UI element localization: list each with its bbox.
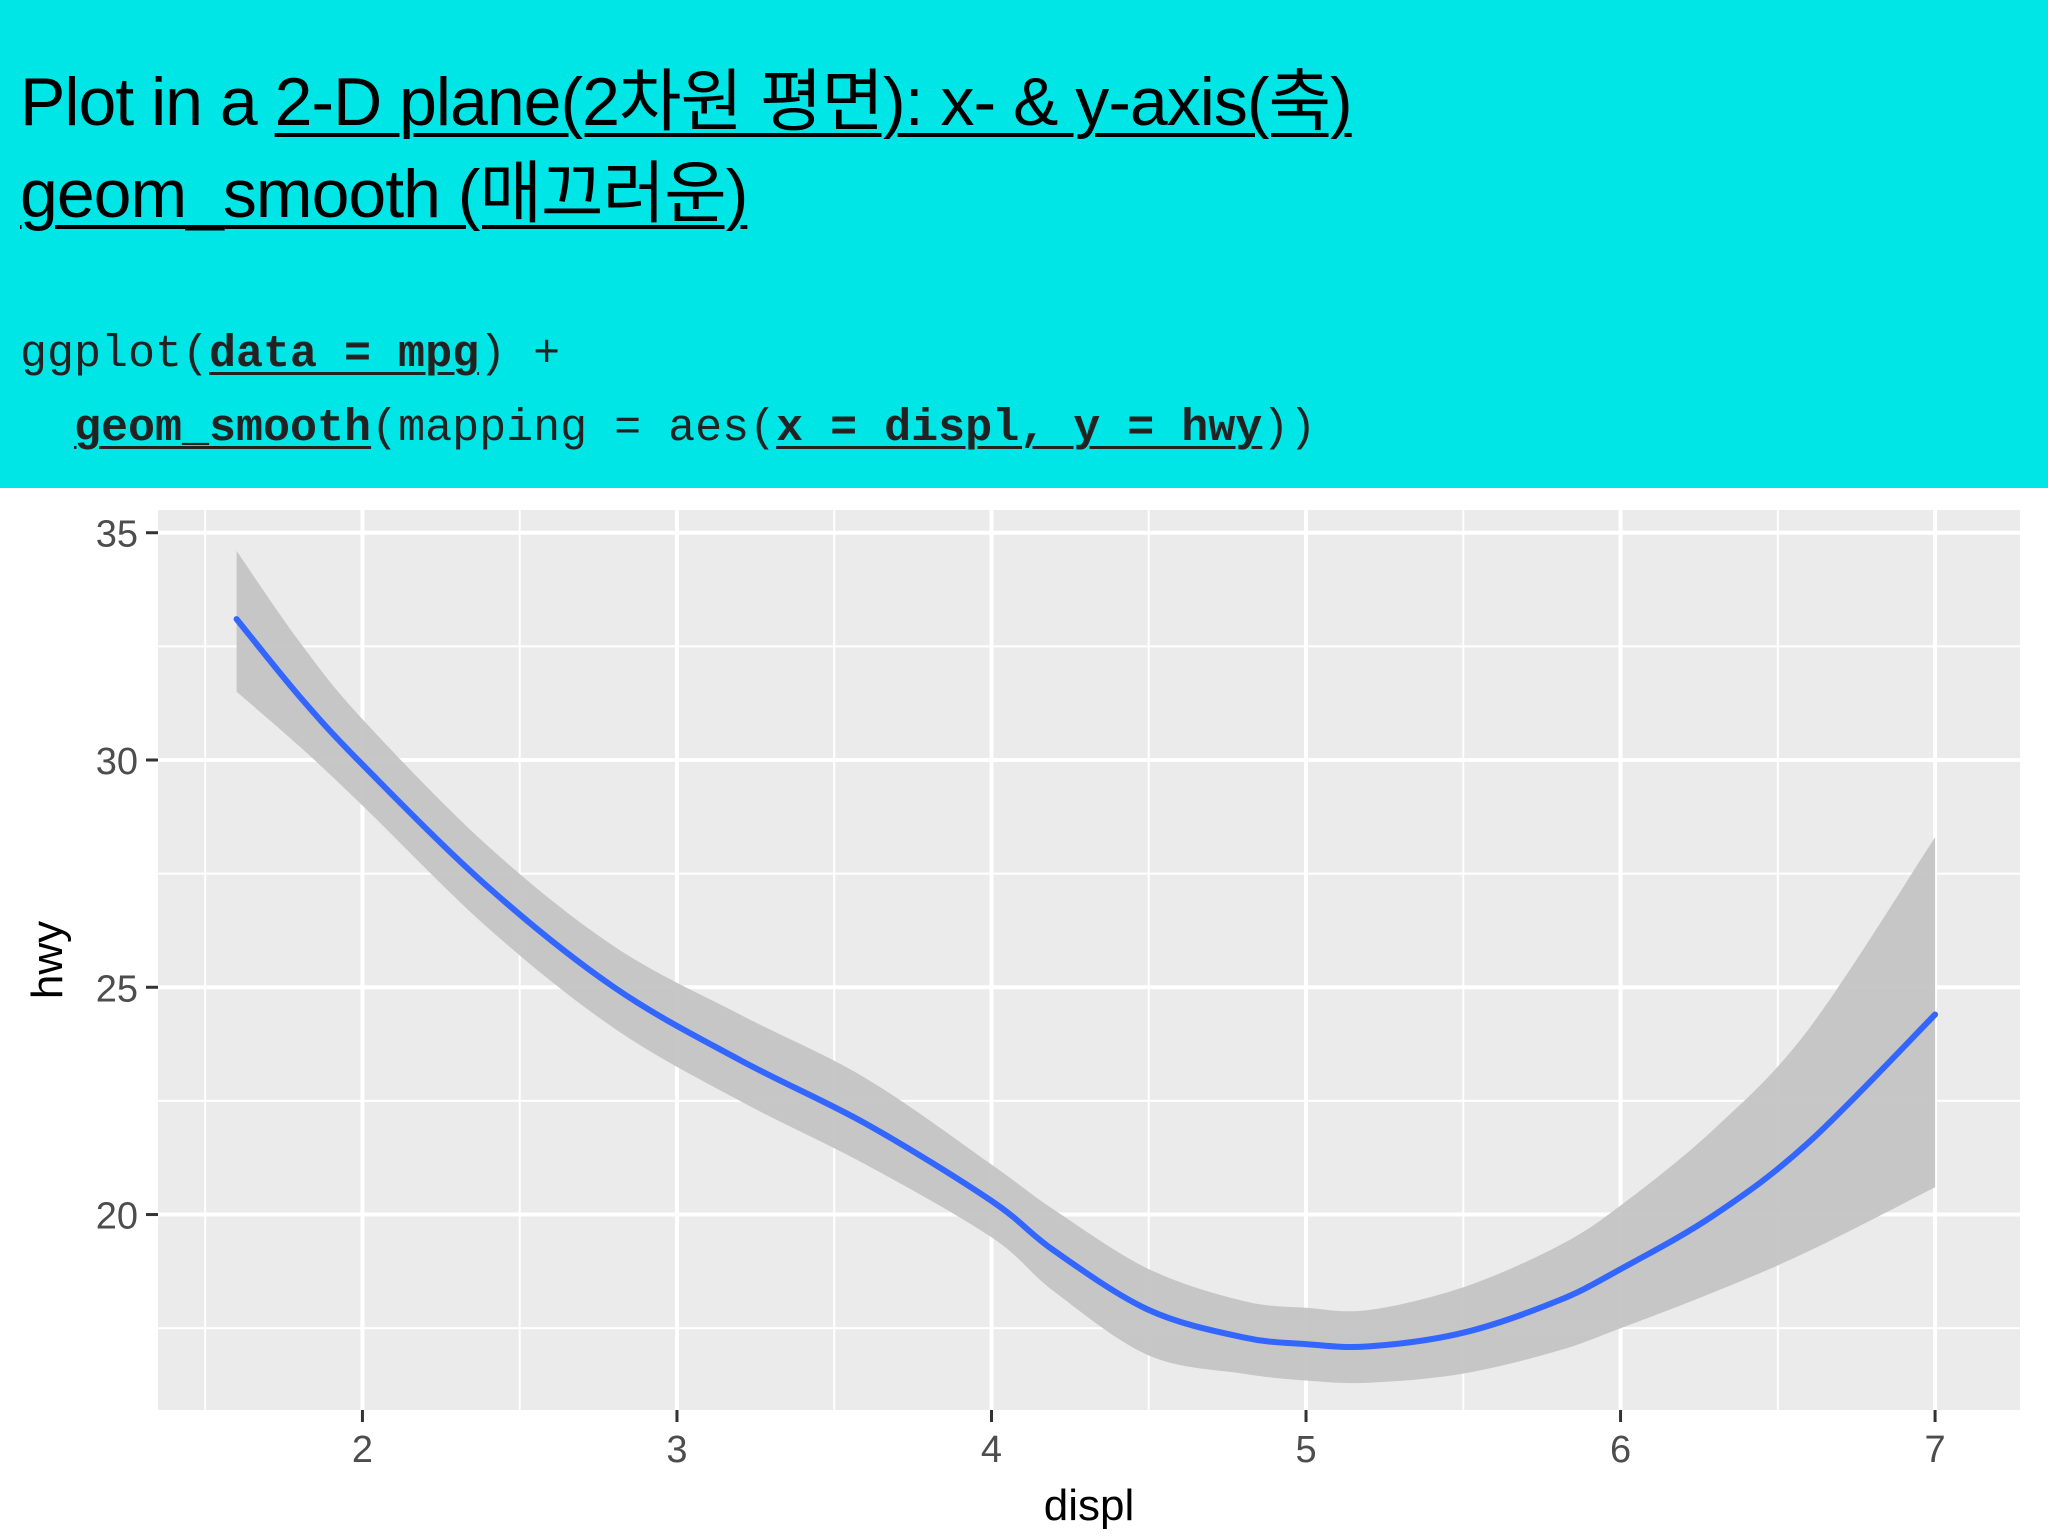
code-geom-smooth-fn[interactable]: geom_smooth bbox=[74, 403, 372, 454]
x-tick-label: 2 bbox=[352, 1429, 373, 1471]
y-tick-label: 20 bbox=[96, 1196, 138, 1238]
x-tick-label: 5 bbox=[1295, 1429, 1316, 1471]
code-plus: ) + bbox=[479, 329, 561, 380]
code-line-1: ggplot(data = mpg) + bbox=[20, 329, 560, 380]
x-tick-label: 7 bbox=[1925, 1429, 1946, 1471]
x-axis: 2 3 4 5 6 7 bbox=[352, 1410, 1946, 1471]
y-axis: 20 25 30 35 bbox=[96, 514, 158, 1238]
y-tick-label: 35 bbox=[96, 514, 138, 556]
code-data-arg[interactable]: data = mpg bbox=[209, 329, 480, 380]
title-link-geom-smooth[interactable]: geom_smooth (매끄러운) bbox=[20, 156, 748, 232]
confidence-band bbox=[236, 550, 1936, 1384]
slide-title: Plot in a 2-D plane(2차원 평면): x- & y-axis… bbox=[20, 56, 2020, 240]
x-tick-label: 4 bbox=[981, 1429, 1002, 1471]
grid-major bbox=[158, 510, 2020, 1410]
x-tick-label: 3 bbox=[666, 1429, 687, 1471]
code-aes-arg[interactable]: x = displ, y = hwy bbox=[776, 403, 1263, 454]
y-tick-label: 30 bbox=[96, 741, 138, 783]
x-axis-label: displ bbox=[1044, 1481, 1135, 1530]
code-ggplot-fn: ggplot( bbox=[20, 329, 210, 380]
smooth-line bbox=[233, 616, 1939, 1351]
code-mapping-text: (mapping = aes( bbox=[371, 403, 777, 454]
title-link-plane[interactable]: 2-D plane(2차원 평면): x- & y-axis(축) bbox=[274, 64, 1353, 140]
code-close-parens: )) bbox=[1262, 403, 1317, 454]
title-prefix: Plot in a bbox=[20, 64, 275, 140]
y-axis-label: hwy bbox=[23, 921, 72, 999]
smooth-plot: 20 25 30 35 2 3 4 5 6 7 displ hwy bbox=[23, 510, 2020, 1530]
code-line-2: geom_smooth(mapping = aes(x = displ, y =… bbox=[20, 403, 1316, 454]
x-tick-label: 6 bbox=[1610, 1429, 1631, 1471]
header-banner: Plot in a 2-D plane(2차원 평면): x- & y-axis… bbox=[0, 0, 2048, 488]
title-line-1: Plot in a 2-D plane(2차원 평면): x- & y-axis… bbox=[20, 56, 2020, 148]
y-tick-label: 25 bbox=[96, 968, 138, 1010]
title-line-2: geom_smooth (매끄러운) bbox=[20, 148, 2020, 240]
code-block: ggplot(data = mpg) + geom_smooth(mapping… bbox=[20, 318, 1316, 466]
